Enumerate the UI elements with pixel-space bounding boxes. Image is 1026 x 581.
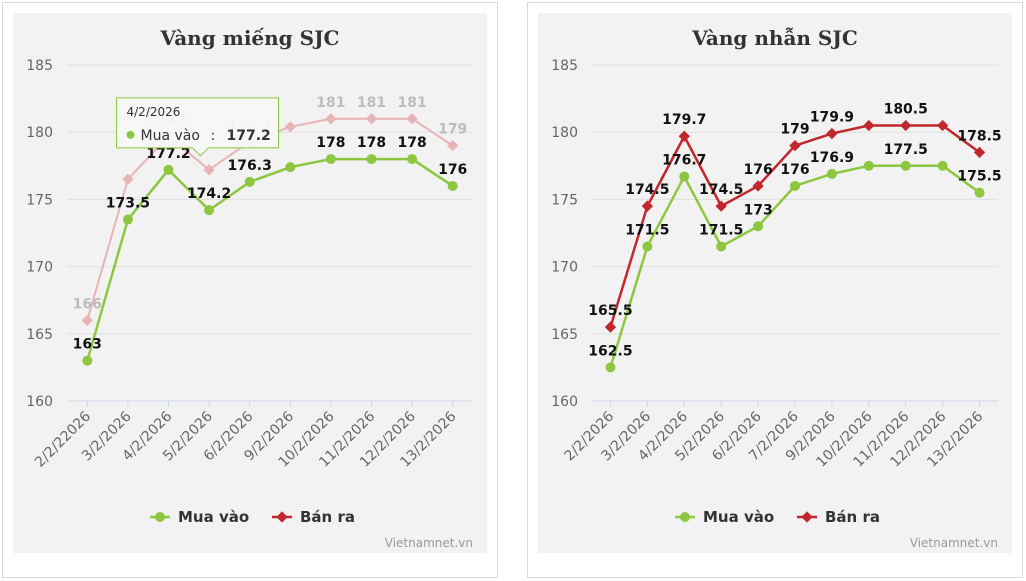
data-label-ban-ra: 176 <box>743 162 772 178</box>
data-label-mua-vao: 174.2 <box>187 186 231 202</box>
data-label-ban-ra: 179 <box>780 122 809 138</box>
data-point-mua-vao[interactable] <box>122 214 133 225</box>
data-point-mua-vao[interactable] <box>163 164 174 175</box>
data-label-ban-ra: 166 <box>73 296 102 312</box>
y-tick-label: 175 <box>26 192 53 208</box>
y-tick-label: 165 <box>551 327 578 343</box>
tooltip-marker <box>126 130 135 139</box>
data-point-mua-vao[interactable] <box>204 205 215 216</box>
data-label-ban-ra: 179.7 <box>662 112 706 128</box>
data-label-mua-vao: 176 <box>438 162 467 178</box>
data-point-ban-ra[interactable] <box>715 200 727 212</box>
data-label-mua-vao: 176 <box>780 162 809 178</box>
data-point-mua-vao[interactable] <box>679 171 690 182</box>
data-label-mua-vao: 177.2 <box>146 146 190 162</box>
data-label-ban-ra: 174.5 <box>699 182 743 198</box>
plot-background <box>538 13 1012 553</box>
data-point-ban-ra[interactable] <box>447 139 459 152</box>
data-point-mua-vao[interactable] <box>605 362 616 373</box>
y-tick-label: 185 <box>26 58 53 74</box>
legend-label-mua-vao[interactable]: Mua vào <box>178 508 249 526</box>
data-point-mua-vao[interactable] <box>900 160 911 171</box>
data-label-mua-vao: 173 <box>743 202 772 218</box>
legend-marker-mua-vao <box>155 512 165 522</box>
y-tick-label: 175 <box>551 192 578 208</box>
data-point-mua-vao[interactable] <box>285 162 296 173</box>
data-label-mua-vao: 178 <box>316 135 345 151</box>
legend-marker-ban-ra <box>276 511 288 523</box>
data-point-mua-vao[interactable] <box>790 180 800 191</box>
chart-panel-gold-ring: Vàng nhẫn SJC 160 165 170 175 180 185 2/2/2026 3… <box>527 2 1023 578</box>
data-label-ban-ra: 174.5 <box>625 182 669 198</box>
tooltip-box <box>116 97 279 157</box>
tooltip-date: 4/2/2026 <box>127 105 181 119</box>
data-label-mua-vao: 171.5 <box>699 222 743 238</box>
data-point-mua-vao[interactable] <box>82 355 93 366</box>
data-point-mua-vao[interactable] <box>937 160 948 171</box>
data-label-ban-ra: 179.9 <box>810 110 854 126</box>
legend-marker-ban-ra <box>801 511 813 523</box>
data-point-ban-ra[interactable] <box>203 164 215 176</box>
data-label-mua-vao: 171.5 <box>625 222 669 238</box>
chart-vang-nhan-sjc: Vàng nhẫn SJC1601651701751801852/2/20263… <box>538 13 1012 553</box>
y-tick-label: 165 <box>26 327 53 343</box>
data-label-mua-vao: 176.3 <box>228 158 272 174</box>
data-label-mua-vao: 176.7 <box>662 153 706 169</box>
data-label-ban-ra: 165.5 <box>588 303 632 319</box>
chart-vang-mieng-sjc: Vàng miếng SJC1601651701751801852/2/2202… <box>13 13 487 553</box>
tooltip-separator: : <box>211 128 216 144</box>
y-tick-label: 180 <box>551 125 578 141</box>
chart-title: Vàng nhẫn SJC <box>691 26 858 50</box>
data-point-mua-vao[interactable] <box>716 241 727 252</box>
data-point-ban-ra[interactable] <box>752 180 764 192</box>
legend-label-ban-ra[interactable]: Bán ra <box>825 508 880 526</box>
data-label-mua-vao: 163 <box>73 337 102 353</box>
data-label-ban-ra: 179 <box>438 122 467 138</box>
credit-text[interactable]: Vietnamnet.vn <box>385 536 473 550</box>
data-label-ban-ra: 181 <box>397 95 426 111</box>
legend: Mua vào Bán ra <box>675 508 880 526</box>
chart-panel-gold-bar: Vàng miếng SJC 160 165 170 175 180 185 2/2/2202… <box>2 2 498 578</box>
legend-label-mua-vao[interactable]: Mua vào <box>703 508 774 526</box>
data-point-mua-vao[interactable] <box>642 241 653 252</box>
data-point-mua-vao[interactable] <box>447 180 458 191</box>
legend-marker-mua-vao <box>680 512 690 522</box>
data-label-mua-vao: 173.5 <box>106 196 150 212</box>
y-tick-label: 180 <box>26 125 53 141</box>
data-point-mua-vao[interactable] <box>753 221 764 232</box>
data-label-ban-ra: 178.5 <box>957 128 1001 144</box>
legend: Mua vào Bán ra <box>150 508 355 526</box>
y-tick-label: 170 <box>551 260 578 276</box>
data-label-mua-vao: 162.5 <box>588 343 632 359</box>
data-point-mua-vao[interactable] <box>826 168 837 179</box>
tooltip-series-name: Mua vào <box>141 128 200 144</box>
data-label-mua-vao: 178 <box>397 135 426 151</box>
chart-title: Vàng miếng SJC <box>160 26 340 50</box>
data-point-mua-vao[interactable] <box>974 187 985 198</box>
data-point-ban-ra[interactable] <box>973 146 986 159</box>
y-tick-label: 160 <box>551 394 578 410</box>
y-tick-label: 160 <box>26 394 53 410</box>
legend-label-ban-ra[interactable]: Bán ra <box>300 508 355 526</box>
y-tick-label: 185 <box>551 58 578 74</box>
tooltip-value: 177.2 <box>227 128 271 144</box>
data-point-mua-vao[interactable] <box>863 160 874 171</box>
data-label-ban-ra: 181 <box>357 95 386 111</box>
data-point-mua-vao[interactable] <box>366 154 377 165</box>
y-tick-label: 170 <box>26 260 53 276</box>
credit-text[interactable]: Vietnamnet.vn <box>910 536 998 550</box>
data-label-mua-vao: 176.9 <box>810 150 854 166</box>
data-label-ban-ra: 180.5 <box>884 101 928 117</box>
data-label-mua-vao: 177.5 <box>884 142 928 158</box>
data-label-mua-vao: 175.5 <box>957 169 1001 185</box>
series-line-mua-vao <box>86 157 454 362</box>
data-point-ban-ra[interactable] <box>900 119 912 132</box>
data-point-ban-ra[interactable] <box>789 139 801 152</box>
data-label-mua-vao: 178 <box>357 135 386 151</box>
data-point-mua-vao[interactable] <box>244 176 255 187</box>
data-label-ban-ra: 181 <box>316 95 345 111</box>
data-point-mua-vao[interactable] <box>325 154 336 165</box>
data-point-mua-vao[interactable] <box>407 154 418 165</box>
